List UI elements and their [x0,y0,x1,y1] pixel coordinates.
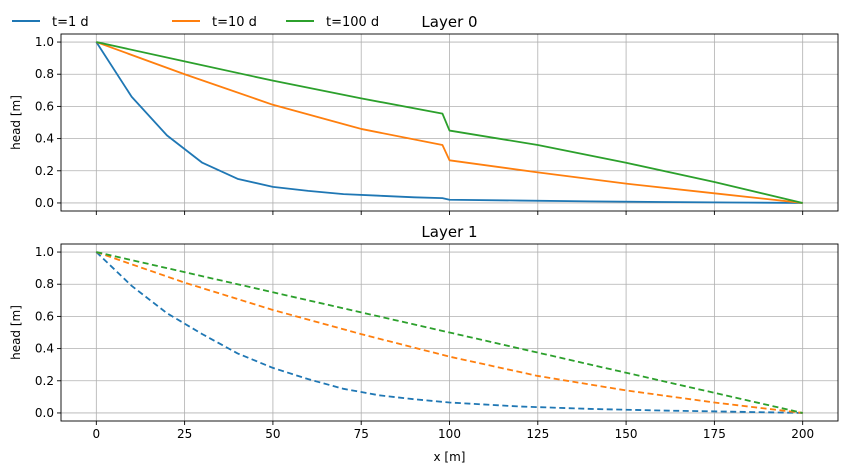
x-tick-label: 150 [615,427,638,441]
x-tick-label: 200 [791,427,814,441]
y-tick-label: 0.8 [35,277,54,291]
x-tick-label: 25 [177,427,192,441]
legend-label-t1: t=1 d [52,15,89,30]
x-tick-label: 100 [438,427,461,441]
y-tick-label: 0.2 [35,374,54,388]
legend: t=1 d t=10 d t=100 d [12,15,379,30]
chart-title: Layer 1 [421,223,477,241]
x-axis-label: x [m] [434,450,466,464]
layer-1-panel: 0 25 50 75 100 125 150 175 200 0.0 0.2 0.4 0.6 0.8 1.0… [9,223,839,464]
x-tick-label: 50 [265,427,280,441]
legend-item-t100: t=100 d [286,15,379,30]
y-tick-label: 0.0 [35,196,54,210]
legend-item-t1: t=1 d [12,15,89,30]
y-tick-label: 0.6 [35,99,54,113]
x-tick-label: 75 [354,427,369,441]
legend-label-t100: t=100 d [326,15,379,30]
y-axis-label: head [m] [9,305,23,360]
series-line-t-100-d [96,251,803,414]
y-tick-label: 0.2 [35,164,54,178]
y-tick-label: 0.6 [35,309,54,323]
series-line-t-1-d [95,251,803,414]
x-tick-label: 125 [526,427,549,441]
legend-item-t10: t=10 d [172,15,257,30]
chart-title: Layer 0 [421,13,477,31]
x-tick-label: 0 [92,427,100,441]
series-line-t-100-d [96,41,803,204]
y-tick-label: 1.0 [35,245,54,259]
y-tick-label: 1.0 [35,35,54,49]
series-line-t-10-d [96,251,803,414]
y-tick-label: 0.0 [35,406,54,420]
legend-label-t10: t=10 d [212,15,257,30]
layer-0-panel: 0.0 0.2 0.4 0.6 0.8 1.0 Layer 0 head [m] [9,13,839,215]
y-axis-label: head [m] [9,95,23,150]
series-line-t-1-d [95,41,803,204]
y-tick-label: 0.8 [35,67,54,81]
series-line-t-10-d [96,41,803,204]
x-tick-label: 175 [703,427,726,441]
y-tick-label: 0.4 [35,132,54,146]
y-tick-label: 0.4 [35,342,54,356]
